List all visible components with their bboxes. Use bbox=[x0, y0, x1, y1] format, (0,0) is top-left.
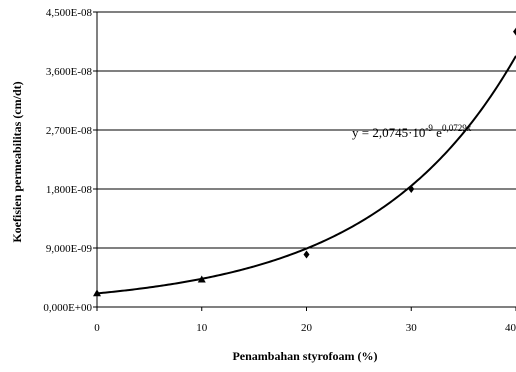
axes bbox=[93, 11, 516, 311]
data-points bbox=[93, 27, 516, 297]
y-tick-label: 0,000E+00 bbox=[43, 302, 92, 314]
y-axis-title: Koefisien permeabilitas (cm/dt) bbox=[10, 81, 24, 242]
y-tick-label: 1,800E-08 bbox=[46, 184, 93, 196]
x-tick-label: 20 bbox=[301, 322, 313, 334]
x-tick-label: 10 bbox=[196, 322, 208, 334]
x-axis-title: Penambahan styrofoam (%) bbox=[232, 349, 377, 363]
x-tick-label: 0 bbox=[94, 322, 100, 334]
trendline-equation: y = 2,0745·10-9 e0,0729x bbox=[352, 123, 472, 140]
data-point-diamond bbox=[303, 250, 310, 259]
data-point-diamond bbox=[408, 185, 415, 193]
x-tick-label: 30 bbox=[406, 322, 418, 334]
y-tick-label: 4,500E-08 bbox=[46, 7, 93, 19]
data-point-triangle bbox=[197, 275, 206, 283]
y-tick-label: 3,600E-08 bbox=[46, 66, 93, 78]
grid-lines bbox=[97, 11, 516, 249]
x-tick-labels: 0 10 20 30 40 bbox=[94, 322, 516, 334]
y-tick-labels: 0,000E+00 9,000E-09 1,800E-08 2,700E-08 3,60… bbox=[43, 7, 92, 314]
y-tick-label: 9,000E-09 bbox=[46, 243, 93, 255]
y-tick-label: 2,700E-08 bbox=[46, 125, 93, 137]
data-point-diamond bbox=[513, 27, 516, 36]
data-point-triangle bbox=[93, 289, 101, 297]
trendline bbox=[96, 55, 516, 295]
x-tick-label: 40 bbox=[505, 322, 516, 334]
